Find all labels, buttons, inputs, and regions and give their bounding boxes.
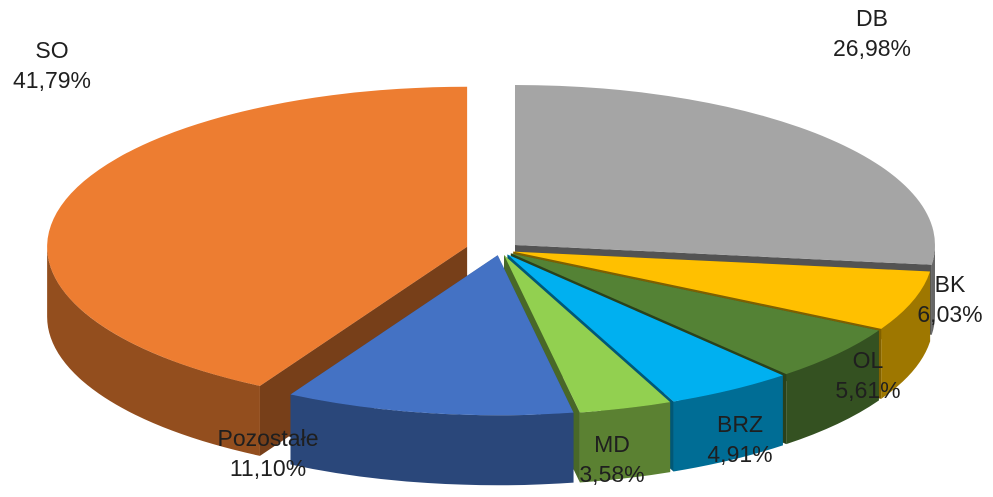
slice-label-value-so: 41,79% bbox=[13, 67, 91, 93]
slice-label-md: MD 3,58% bbox=[579, 431, 644, 487]
slice-db bbox=[514, 84, 935, 265]
slice-so bbox=[47, 86, 468, 386]
slice-label-brz: BRZ 4,91% bbox=[707, 411, 772, 467]
slice-bk bbox=[513, 251, 931, 329]
slice-ol bbox=[510, 253, 879, 375]
slice-brz bbox=[507, 254, 783, 402]
slice-label-value-ol: 5,61% bbox=[835, 377, 900, 403]
slice-label-name-bk: BK bbox=[935, 271, 966, 297]
slice-tops-layer bbox=[47, 84, 935, 416]
slice-label-pozosta-e: Pozostałe 11,10% bbox=[217, 425, 318, 481]
slice-label-name-db: DB bbox=[856, 5, 888, 31]
slice-label-name-pozosta-e: Pozostałe bbox=[217, 425, 318, 451]
slice-label-db: DB 26,98% bbox=[833, 5, 911, 61]
slice-label-name-md: MD bbox=[594, 431, 630, 457]
slice-labels-layer: DB 26,98% BK 6,03% OL 5,61% BRZ 4,91% MD 3,58% Poz… bbox=[13, 5, 983, 487]
slice-label-value-brz: 4,91% bbox=[707, 441, 772, 467]
slice-label-value-md: 3,58% bbox=[579, 461, 644, 487]
slice-label-ol: OL 5,61% bbox=[835, 347, 900, 403]
slice-label-bk: BK 6,03% bbox=[917, 271, 982, 327]
slice-label-name-brz: BRZ bbox=[717, 411, 763, 437]
slice-label-value-pozosta-e: 11,10% bbox=[230, 455, 306, 481]
slice-label-value-bk: 6,03% bbox=[917, 301, 982, 327]
slice-md bbox=[504, 255, 671, 413]
slice-label-name-ol: OL bbox=[853, 347, 884, 373]
slice-label-so: SO 41,79% bbox=[13, 37, 91, 93]
slice-label-value-db: 26,98% bbox=[833, 35, 911, 61]
slice-label-name-so: SO bbox=[35, 37, 68, 63]
slice-pozosta-e bbox=[290, 255, 574, 416]
